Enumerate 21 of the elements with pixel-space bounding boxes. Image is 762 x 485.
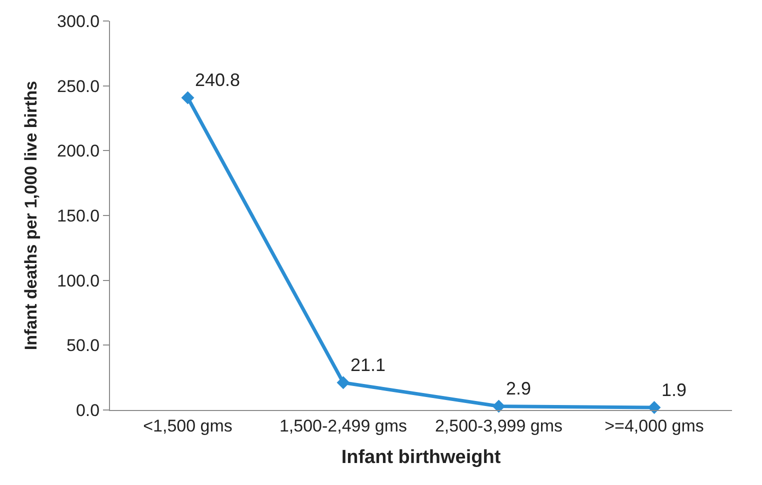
- y-tick-label: 200.0: [57, 142, 100, 161]
- x-axis-title: Infant birthweight: [341, 447, 502, 468]
- x-tick-label: 2,500-3,999 gms: [434, 416, 563, 436]
- x-tick-label: >=4,000 gms: [604, 416, 704, 436]
- x-tick-label: <1,500 gms: [143, 416, 232, 436]
- data-label: 2.9: [506, 378, 532, 398]
- y-tick-label: 250.0: [57, 76, 100, 96]
- y-tick-label: 150.0: [57, 206, 100, 226]
- y-tick-label: 100.0: [57, 271, 100, 290]
- point: [648, 401, 661, 414]
- data-label: 240.8: [195, 70, 240, 90]
- point: [492, 400, 506, 413]
- y-tick-label: 50.0: [66, 336, 100, 356]
- point: [181, 91, 194, 104]
- x-tick-label: 1,500-2,499 gms: [279, 416, 408, 436]
- y-axis-title: Infant deaths per 1,000 live births: [22, 80, 41, 350]
- y-tick-label: 0.0: [76, 400, 100, 420]
- data-label: 1.9: [662, 380, 687, 400]
- y-tick-label: 300.0: [57, 12, 100, 31]
- data-label: 21.1: [350, 354, 386, 375]
- point: [336, 376, 350, 390]
